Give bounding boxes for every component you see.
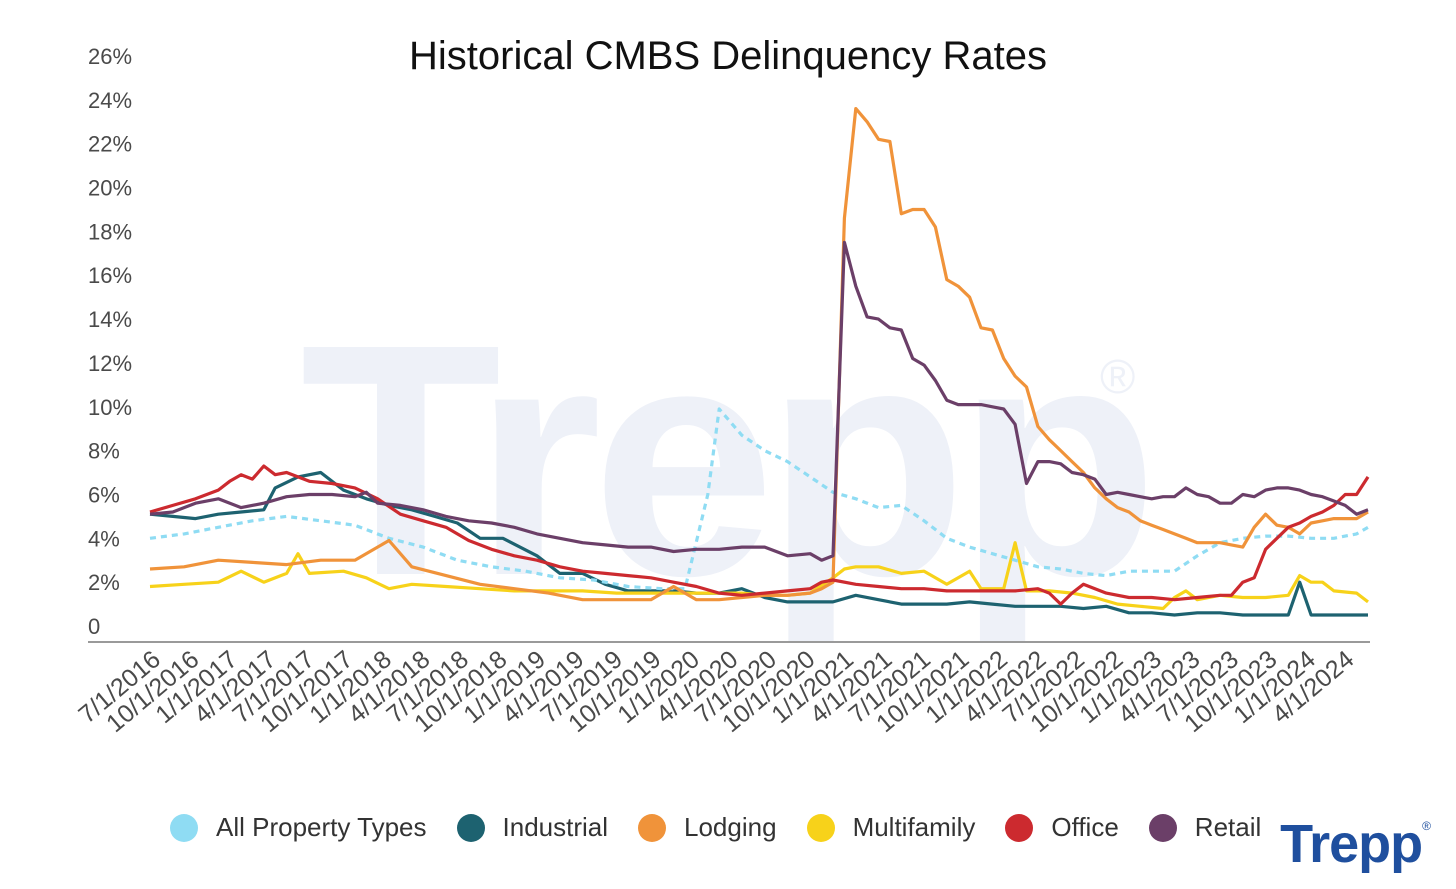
legend-marker-icon bbox=[638, 813, 667, 842]
series-line-office bbox=[149, 464, 1370, 606]
registered-mark: ® bbox=[1100, 351, 1136, 404]
series-line-all-property-types bbox=[149, 407, 1369, 591]
y-tick-label: 12% bbox=[88, 351, 132, 376]
legend-label: All Property Types bbox=[216, 812, 427, 842]
legend-marker-icon bbox=[456, 813, 485, 842]
chart-title: Historical CMBS Delinquency Rates bbox=[408, 34, 1047, 78]
legend-item-all-property-types[interactable]: All Property Types bbox=[170, 812, 427, 843]
y-tick-label: 26% bbox=[88, 44, 132, 69]
series-line-lodging bbox=[149, 106, 1369, 602]
legend-marker-icon bbox=[806, 813, 835, 842]
x-axis: 7/1/201610/1/20161/1/20174/1/20177/1/201… bbox=[73, 641, 1370, 738]
legend-item-retail[interactable]: Retail bbox=[1148, 812, 1262, 843]
legend-item-multifamily[interactable]: Multifamily bbox=[806, 812, 976, 843]
y-tick-label: 6% bbox=[88, 482, 120, 507]
legend-label: Office bbox=[1051, 812, 1119, 842]
y-tick-label: 24% bbox=[88, 88, 132, 113]
series-lines bbox=[149, 106, 1370, 617]
legend-label: Industrial bbox=[502, 812, 609, 842]
legend-label: Multifamily bbox=[852, 812, 976, 842]
series-line-industrial bbox=[149, 470, 1368, 617]
legend-item-lodging[interactable]: Lodging bbox=[638, 812, 777, 843]
y-tick-label: 18% bbox=[88, 219, 132, 244]
y-tick-label: 4% bbox=[88, 526, 120, 551]
series-line-retail bbox=[149, 240, 1369, 562]
y-tick-label: 20% bbox=[88, 176, 132, 201]
watermark: Trepp bbox=[300, 275, 1158, 644]
y-tick-label: 10% bbox=[88, 395, 132, 420]
y-axis: 0 2% 4% 6% 8% 10% 12% 14% 16% 18% 20% 22% 24% 26% bbox=[88, 44, 132, 639]
legend-marker-icon bbox=[1148, 813, 1177, 842]
legend-marker-icon bbox=[1005, 813, 1034, 842]
legend-marker-icon bbox=[170, 813, 198, 842]
legend-item-industrial[interactable]: Industrial bbox=[456, 812, 609, 843]
legend-label: Retail bbox=[1194, 812, 1262, 842]
y-tick-label: 22% bbox=[88, 132, 132, 157]
y-tick-label: 16% bbox=[88, 263, 132, 288]
y-tick-label: 14% bbox=[88, 307, 132, 332]
trepp-logo: Trepp® bbox=[1280, 814, 1431, 874]
legend-label: Lodging bbox=[684, 812, 777, 842]
legend: All Property Types Industrial Lodging Mu… bbox=[170, 812, 1291, 843]
y-tick-label: 2% bbox=[88, 570, 120, 595]
legend-item-office[interactable]: Office bbox=[1005, 812, 1119, 843]
y-tick-label: 0 bbox=[88, 614, 100, 639]
y-tick-label: 8% bbox=[88, 439, 120, 464]
